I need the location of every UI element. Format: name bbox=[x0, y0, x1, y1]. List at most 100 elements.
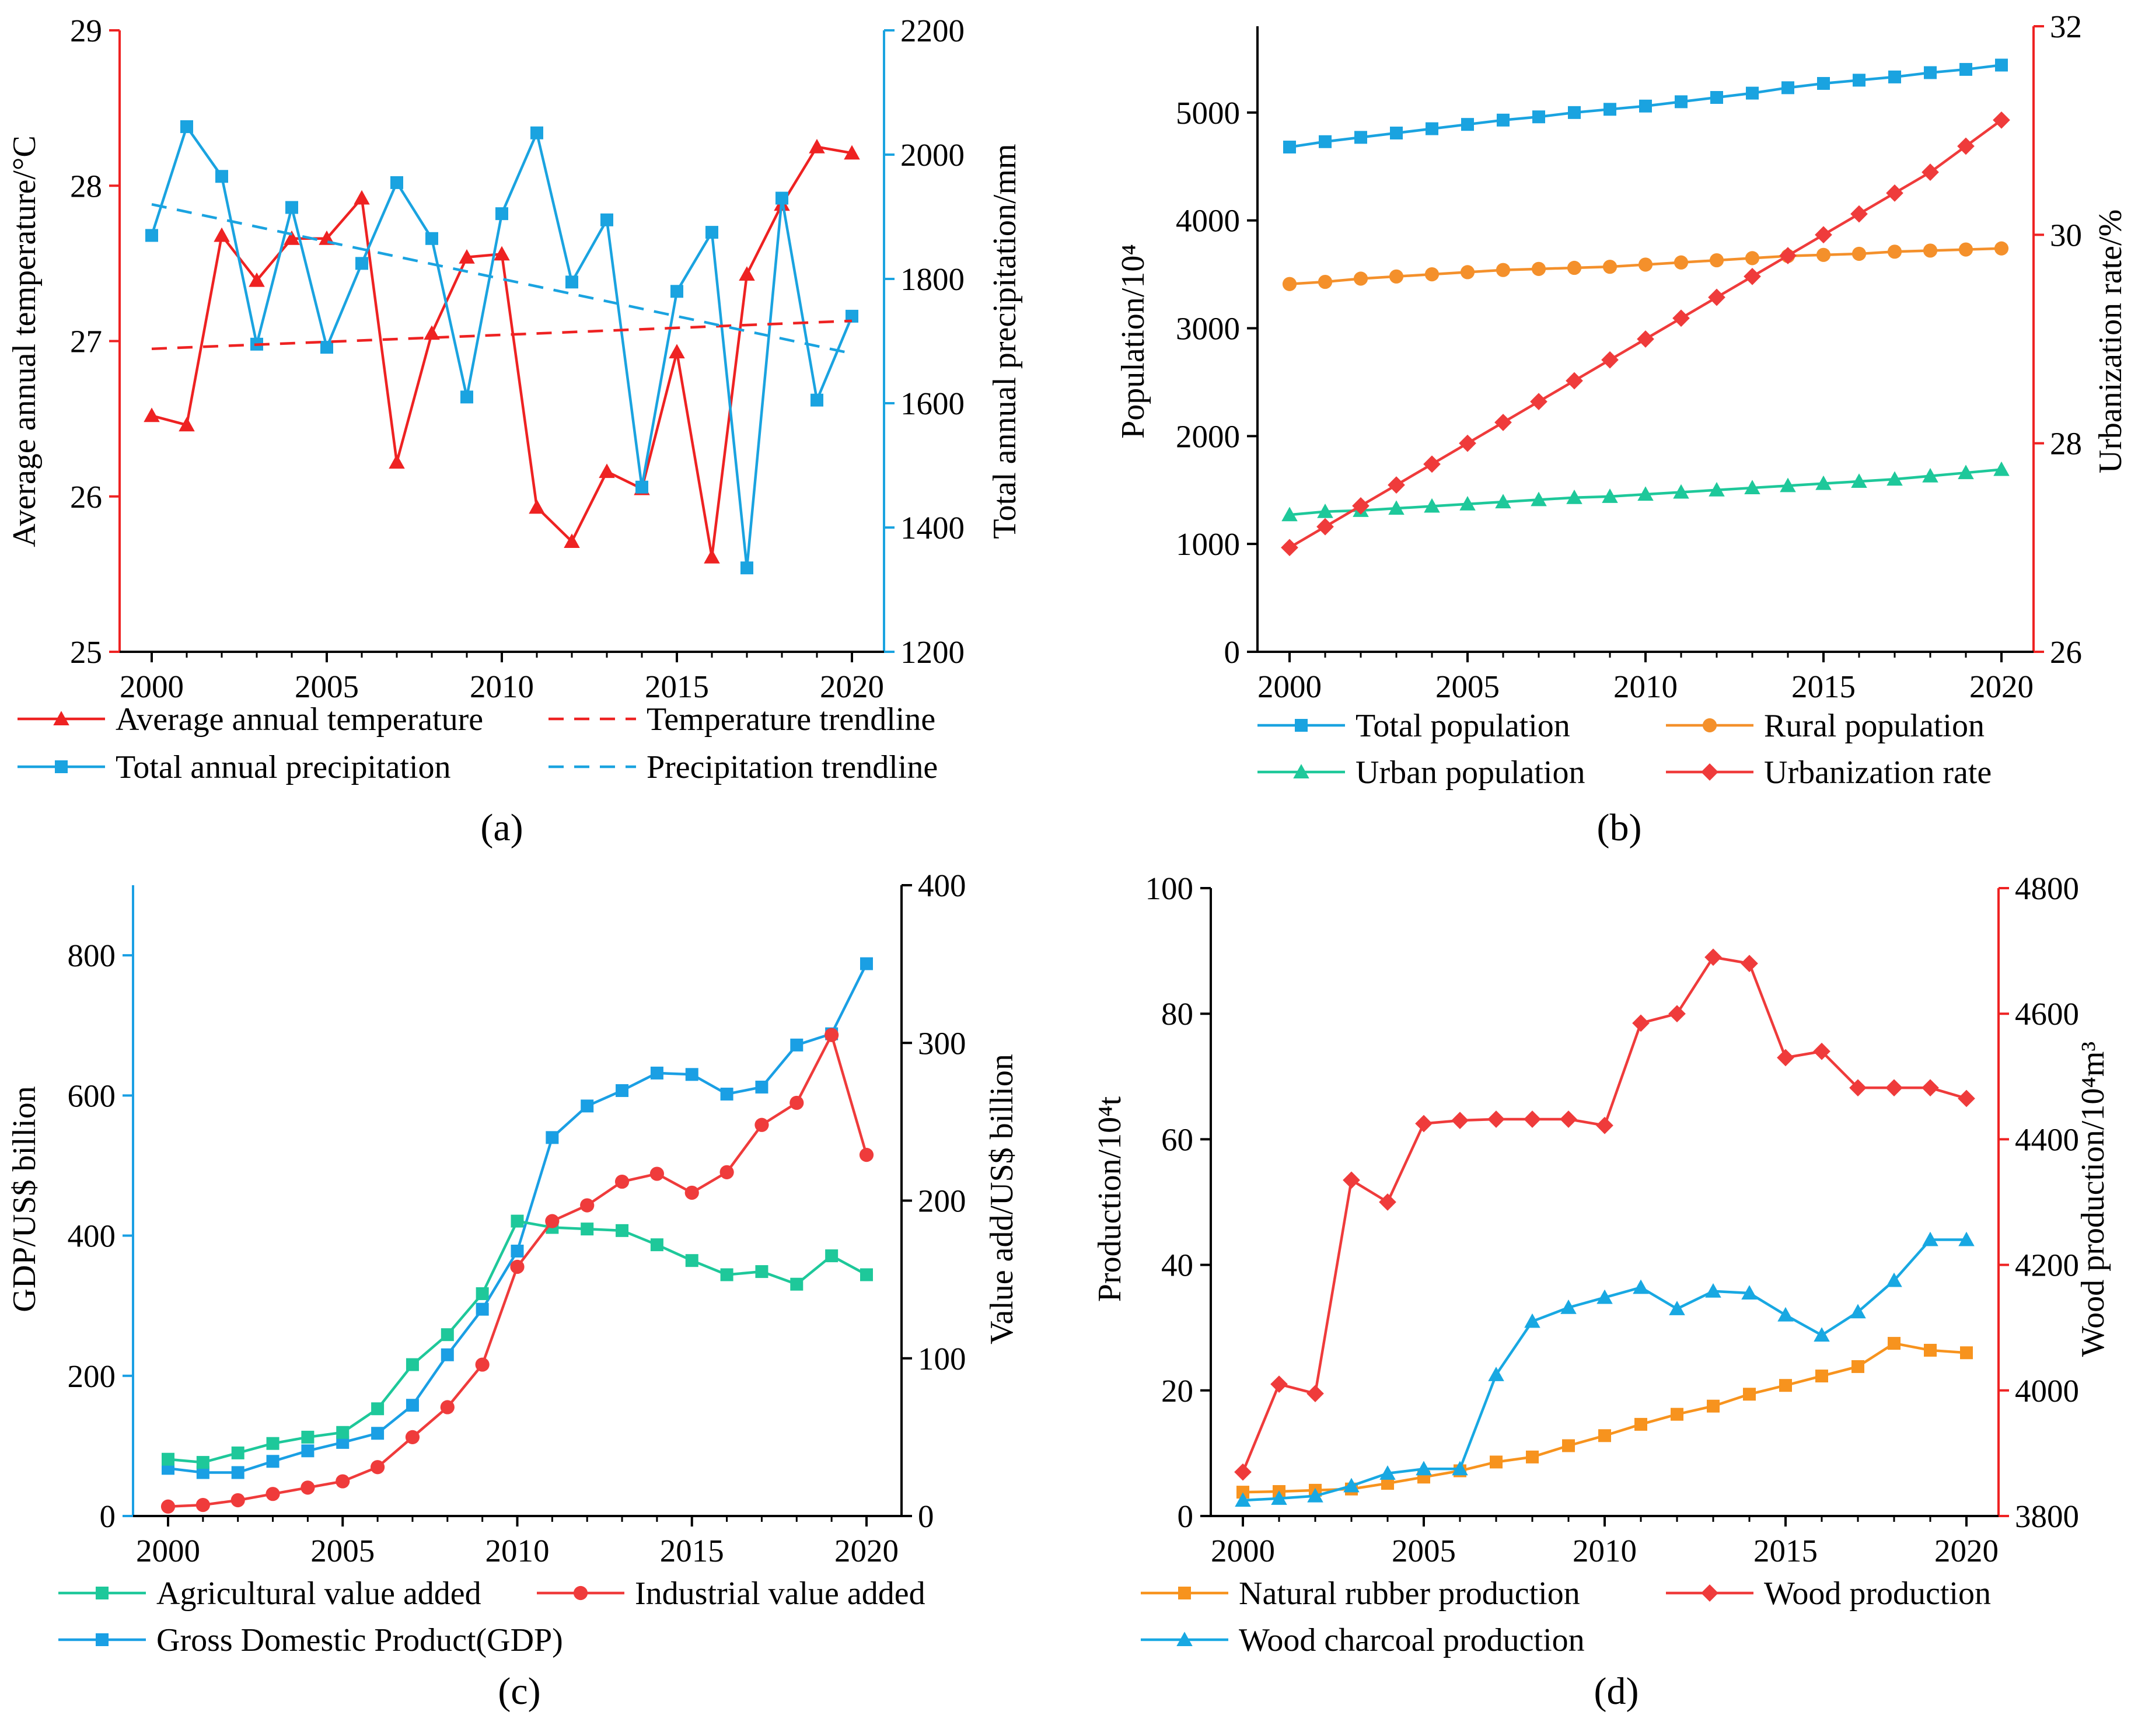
wood-charcoal-production-point bbox=[1596, 1289, 1613, 1304]
wood-charcoal-production-point bbox=[1343, 1477, 1360, 1493]
gross-domestic-product-gdp-point bbox=[196, 1466, 209, 1479]
series-industrial-value-added bbox=[160, 1028, 874, 1514]
natural-rubber-production-point bbox=[1526, 1450, 1539, 1463]
x-tick-label: 2010 bbox=[470, 669, 534, 704]
left-tick-label: 1000 bbox=[1176, 526, 1240, 562]
wood-charcoal-production-point bbox=[1814, 1327, 1830, 1342]
gross-domestic-product-gdp-point bbox=[581, 1099, 594, 1113]
urbanization-rate-point bbox=[1494, 414, 1512, 431]
gross-domestic-product-gdp-point bbox=[860, 957, 873, 970]
total-annual-precipitation-point bbox=[425, 232, 438, 245]
natural-rubber-production-point bbox=[1598, 1429, 1611, 1442]
gross-domestic-product-gdp-point bbox=[231, 1466, 244, 1479]
total-annual-precipitation-point bbox=[740, 561, 753, 575]
rural-population-point bbox=[1994, 241, 2009, 256]
wood-production-point bbox=[1813, 1042, 1830, 1060]
total-population-point bbox=[1568, 106, 1581, 119]
rural-population-point bbox=[1887, 244, 1902, 259]
industrial-value-added-point bbox=[230, 1493, 245, 1508]
urban-population-point bbox=[1495, 494, 1511, 509]
left-tick-label: 40 bbox=[1161, 1248, 1193, 1283]
wood-charcoal-production-point bbox=[1958, 1231, 1975, 1246]
left-tick-label: 5000 bbox=[1176, 95, 1240, 131]
gross-domestic-product-gdp-point bbox=[511, 1244, 524, 1258]
legend-item: Urbanization rate bbox=[1666, 755, 1992, 791]
natural-rubber-production-point bbox=[1779, 1379, 1792, 1392]
rural-population-point bbox=[1923, 243, 1938, 258]
urban-population-point bbox=[1459, 496, 1476, 511]
wood-production-point bbox=[1270, 1375, 1288, 1393]
panel-b-legend: Total population Rural population Urban po… bbox=[1257, 708, 1992, 791]
right-tick-label: 200 bbox=[918, 1183, 966, 1219]
left-tick-label: 0 bbox=[100, 1499, 116, 1534]
series-urban-population bbox=[1281, 461, 2010, 522]
wood-charcoal-production-point bbox=[1560, 1300, 1577, 1314]
total-population-point bbox=[1959, 62, 1972, 76]
right-tick-label: 4600 bbox=[2015, 996, 2079, 1032]
legend-swatch-marker bbox=[573, 1585, 588, 1601]
natural-rubber-production-point bbox=[1888, 1337, 1901, 1350]
legend-label: Natural rubber production bbox=[1239, 1576, 1580, 1612]
urban-population-point bbox=[1424, 498, 1440, 513]
total-annual-precipitation-point bbox=[390, 176, 403, 189]
total-annual-precipitation-point bbox=[145, 229, 158, 242]
legend-item: Total population bbox=[1257, 708, 1570, 744]
panel-a-legend: Average annual temperature Temperature tr… bbox=[18, 701, 938, 785]
total-population-point bbox=[1746, 86, 1759, 100]
agricultural-value-added-point bbox=[616, 1224, 629, 1237]
wood-production-point bbox=[1668, 1005, 1686, 1023]
rural-population-point bbox=[1353, 271, 1368, 286]
panel-c-axes: 2000 2005 2010 2015 2020 0 200 400 600 800 0 100 200… bbox=[6, 868, 1020, 1569]
legend-swatch-marker bbox=[1176, 1632, 1193, 1646]
right-tick-label: 26 bbox=[2050, 634, 2082, 670]
natural-rubber-production-point bbox=[1851, 1360, 1864, 1373]
urban-population-point bbox=[1566, 489, 1582, 504]
wood-charcoal-production-point bbox=[1416, 1461, 1432, 1476]
panel-d-legend: Natural rubber production Wood production… bbox=[1141, 1576, 1991, 1658]
urban-population-point bbox=[1744, 480, 1760, 495]
total-population-point bbox=[1497, 113, 1510, 127]
right-tick-label: 4800 bbox=[2015, 871, 2079, 906]
industrial-value-added-point bbox=[195, 1497, 210, 1513]
average-annual-temperature-point bbox=[389, 454, 405, 469]
urbanization-rate-point bbox=[1708, 288, 1725, 306]
right-axis-title: Urbanization rate/% bbox=[2092, 209, 2129, 473]
wood-charcoal-production-point bbox=[1922, 1231, 1938, 1246]
x-tick-label: 2000 bbox=[136, 1533, 200, 1569]
total-population-point bbox=[1426, 122, 1438, 135]
urbanization-rate-point bbox=[1672, 309, 1690, 327]
right-tick-label: 2200 bbox=[900, 13, 965, 48]
left-axis-title: Average annual temperature/°C bbox=[6, 135, 43, 547]
total-annual-precipitation-point bbox=[846, 309, 858, 323]
industrial-value-added-point bbox=[754, 1117, 769, 1132]
legend-label: Agricultural value added bbox=[156, 1576, 481, 1612]
agricultural-value-added-point bbox=[406, 1358, 419, 1371]
total-annual-precipitation-point bbox=[320, 341, 333, 354]
legend-label: Total annual precipitation bbox=[116, 749, 451, 785]
gross-domestic-product-gdp-point bbox=[720, 1087, 733, 1101]
x-tick-label: 2015 bbox=[1753, 1533, 1818, 1569]
total-annual-precipitation-point bbox=[460, 390, 473, 404]
left-tick-label: 60 bbox=[1161, 1122, 1193, 1157]
legend-item: Natural rubber production bbox=[1141, 1576, 1580, 1612]
wood-production-point bbox=[1704, 948, 1722, 966]
left-tick-label: 100 bbox=[1145, 871, 1194, 906]
rural-population-point bbox=[1460, 265, 1475, 280]
urban-population-point bbox=[1958, 464, 1974, 480]
series-temperature-trendline bbox=[151, 319, 853, 351]
left-axis-title: Population/10⁴ bbox=[1115, 244, 1151, 439]
left-tick-label: 200 bbox=[68, 1358, 116, 1394]
agricultural-value-added-point bbox=[371, 1402, 385, 1416]
panel-label: (b) bbox=[1597, 806, 1642, 849]
left-tick-label: 0 bbox=[1178, 1499, 1194, 1534]
wood-production-point bbox=[1306, 1385, 1324, 1403]
average-annual-temperature-point bbox=[249, 272, 265, 287]
right-tick-label: 2000 bbox=[900, 137, 965, 173]
legend-swatch-marker bbox=[1295, 719, 1308, 732]
x-tick-label: 2000 bbox=[1257, 669, 1322, 704]
total-annual-precipitation-point bbox=[355, 257, 368, 270]
series-precipitation-trendline bbox=[151, 202, 853, 355]
legend-label: Urbanization rate bbox=[1764, 755, 1992, 791]
gross-domestic-product-gdp-point bbox=[406, 1399, 419, 1412]
total-annual-precipitation-point bbox=[530, 126, 543, 139]
